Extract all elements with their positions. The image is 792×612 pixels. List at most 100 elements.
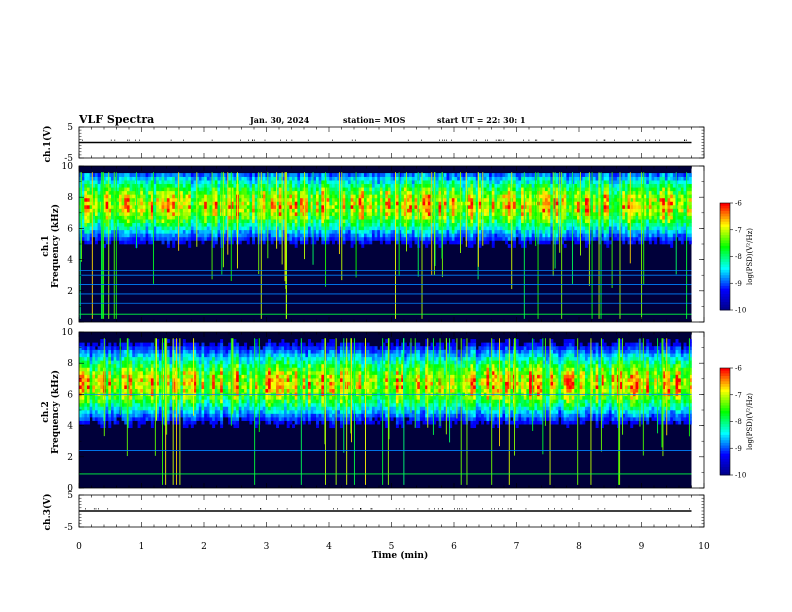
spectrogram-cell	[529, 173, 533, 177]
spectrogram-cell	[166, 219, 170, 224]
spectrogram-cell	[616, 201, 620, 206]
spectrogram-cell	[656, 201, 660, 206]
spectrogram-cell	[206, 215, 210, 220]
spectrogram-cell	[385, 173, 389, 177]
spectrogram-cell	[262, 240, 266, 245]
spectrogram-cell	[371, 183, 375, 188]
spectrogram-cell	[238, 173, 242, 177]
spectrogram-cell	[201, 205, 205, 209]
spectrogram-cell	[225, 190, 229, 195]
spectrogram-cell	[345, 222, 349, 227]
spectrogram-cell	[318, 190, 322, 195]
spectrogram-cell	[393, 187, 397, 192]
spectrogram-cell	[494, 205, 498, 209]
spectrogram-cell	[518, 208, 522, 213]
spectrogram-cell	[273, 180, 277, 185]
colorbar-step	[720, 280, 730, 284]
spectrogram-cell	[371, 190, 375, 195]
spectrogram-cell	[483, 173, 487, 177]
spectrogram-cell	[148, 180, 152, 185]
spectrogram-cell	[347, 212, 351, 216]
spectrogram-cell	[366, 229, 370, 234]
spectrogram-cell	[294, 229, 298, 234]
spectrogram-cell	[619, 208, 623, 213]
spectrogram-cell	[688, 226, 692, 231]
spectrogram-cell	[129, 176, 133, 181]
spectrogram-cell	[545, 201, 548, 206]
spectrogram-cell	[350, 194, 354, 199]
spectrogram-cell	[137, 183, 141, 188]
spectrogram-cell	[502, 229, 506, 234]
spectrogram-cell	[561, 201, 564, 206]
spectrogram-cell	[446, 236, 450, 241]
spectrogram-cell	[110, 205, 114, 209]
spectrogram-cell	[132, 229, 136, 234]
spectrogram-cell	[563, 226, 567, 231]
spectrogram-cell	[502, 212, 506, 216]
spectrogram-cell	[350, 222, 354, 227]
spectrogram-cell	[411, 176, 415, 181]
spectrogram-cell	[462, 226, 466, 231]
spectrogram-cell	[680, 187, 684, 192]
spectrogram-cell	[310, 219, 314, 224]
spectrogram-cell	[475, 222, 479, 227]
spectrogram-cell	[403, 190, 407, 195]
spectrogram-cell	[403, 197, 407, 202]
spectrogram-cell	[265, 183, 269, 188]
spectrogram-cell	[140, 187, 144, 192]
spectrogram-cell	[185, 180, 189, 185]
spectrogram-cell	[646, 187, 650, 192]
spectrogram-cell	[116, 205, 120, 209]
spectrogram-cell	[616, 187, 620, 192]
spectrogram-cell	[361, 229, 365, 234]
spectrogram-cell	[646, 233, 650, 238]
spectrogram-cell	[228, 180, 232, 185]
spectrogram-cell	[491, 180, 495, 185]
spectrogram-cell	[446, 197, 450, 202]
spectrogram-cell	[300, 197, 303, 202]
spectrogram-cell	[379, 180, 383, 185]
spectrogram-cell	[121, 197, 125, 202]
spectrogram-cell	[473, 240, 477, 245]
spectrogram-cell	[499, 215, 503, 220]
colorbar-step	[720, 272, 730, 276]
spectrogram-cell	[233, 173, 237, 177]
spectrogram-cell	[84, 176, 88, 181]
spectrogram-cell	[353, 183, 357, 188]
spectrogram-cell	[571, 183, 575, 188]
spectrogram-cell	[419, 233, 423, 238]
spectrogram-cell	[574, 229, 578, 234]
spectrogram-cell	[499, 208, 503, 213]
spectrogram-cell	[486, 197, 490, 202]
spectrogram-cell	[619, 222, 623, 227]
spectrogram-cell	[172, 212, 176, 216]
spectrogram-cell	[555, 173, 559, 177]
spectrogram-cell	[124, 173, 128, 177]
spectrogram-cell	[523, 208, 527, 213]
spectrogram-cell	[422, 173, 426, 177]
spectrogram-cell	[547, 180, 551, 185]
spectrogram-cell	[94, 215, 98, 220]
colorbar-step	[720, 221, 730, 225]
spectrogram-cell	[158, 180, 162, 185]
spectrogram-cell	[140, 236, 144, 241]
spectrogram-cell	[358, 226, 362, 231]
spectrogram-cell	[137, 208, 141, 213]
spectrogram-cell	[124, 205, 128, 209]
spectrogram-cell	[331, 205, 335, 209]
spectrogram-cell	[576, 233, 580, 238]
spectrogram-cell	[132, 226, 136, 231]
spectrogram-cell	[680, 240, 684, 245]
spectrogram-cell	[598, 187, 602, 192]
spectrogram-cell	[656, 219, 660, 224]
spectrogram-cell	[624, 212, 628, 216]
spectrogram-cell	[110, 194, 114, 199]
spectrogram-cell	[169, 187, 173, 192]
spectrogram-cell	[411, 190, 415, 195]
spectrogram-cell	[121, 201, 125, 206]
spectrogram-cell	[648, 208, 652, 213]
spectrogram-cell	[630, 229, 634, 234]
spectrogram-cell	[140, 215, 144, 220]
spectrogram-cell	[217, 226, 221, 231]
spectrogram-cell	[214, 236, 218, 241]
